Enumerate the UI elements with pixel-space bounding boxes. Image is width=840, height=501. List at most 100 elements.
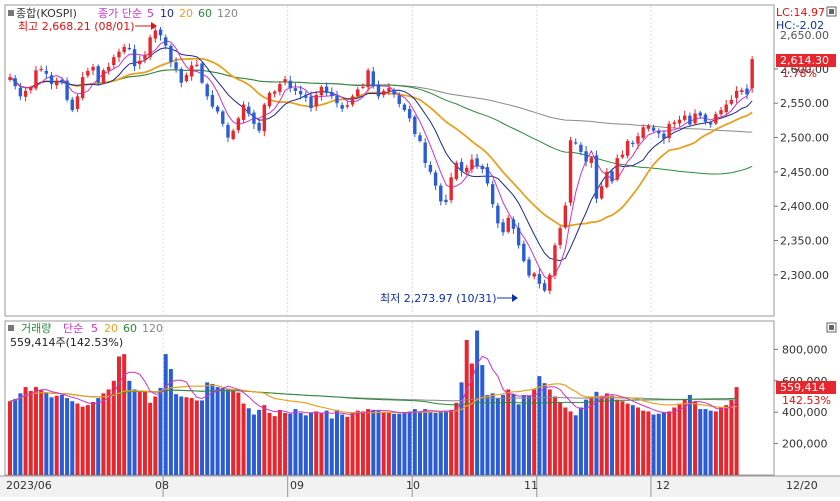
x-axis-label: 12/20 (786, 479, 818, 492)
volume-bar (527, 395, 531, 475)
volume-bar (39, 390, 44, 475)
volume-bar (18, 393, 23, 475)
ma20-legend: 20 (179, 7, 193, 20)
volume-bar (490, 393, 495, 475)
candle-body (34, 70, 38, 89)
candle-body (153, 30, 158, 39)
volume-bar (423, 409, 428, 475)
volume-bar (314, 411, 319, 475)
candle-body (257, 122, 261, 131)
volume-bar (459, 382, 464, 475)
candle-body (418, 135, 422, 141)
volume-bar (8, 401, 12, 475)
volume-bar (309, 412, 314, 475)
volume-bar (594, 391, 599, 475)
volume-bar (148, 402, 153, 475)
candle-body (304, 94, 308, 98)
price-legend-square-icon[interactable] (8, 10, 14, 16)
volume-bar (49, 397, 54, 475)
candle-body (174, 62, 178, 69)
high-annotation: 최고 2,668.21 (08/01) (18, 20, 135, 33)
candle-body (132, 49, 137, 67)
volume-bar (625, 403, 630, 475)
volume-bar (225, 389, 230, 475)
candle-body (252, 112, 256, 124)
candle-body (724, 104, 728, 113)
volume-bar (96, 398, 101, 475)
volume-bar (91, 401, 96, 475)
low-annotation: 최저 2,273.97 (10/31) (380, 292, 497, 305)
candle-body (80, 77, 85, 99)
candle-body (667, 123, 671, 139)
ma120-legend: 120 (217, 7, 238, 20)
candle-body (361, 86, 365, 88)
candle-body (516, 227, 521, 246)
candle-body (319, 86, 324, 96)
volume-bar (397, 413, 402, 475)
candle-body (55, 80, 59, 86)
volume-legend-square-icon[interactable] (8, 325, 14, 331)
volume-bar (558, 402, 563, 475)
moving-average-layer (9, 40, 753, 281)
volume-tick-label: 800,000 (782, 343, 828, 356)
candle-body (335, 95, 339, 104)
hc-label: HC:-2.02 (776, 19, 824, 32)
volume-bar (142, 391, 147, 475)
volume-bar (241, 403, 246, 475)
volume-bar (469, 363, 474, 475)
candle-body (548, 274, 552, 291)
candle-body (397, 95, 401, 104)
volume-bar (412, 409, 417, 475)
volume-title: 거래량 (21, 322, 51, 335)
volume-bar (371, 409, 376, 475)
candle-body (594, 155, 599, 199)
volume-ma5-line (9, 355, 737, 416)
candle-body (719, 110, 723, 115)
volume-bar (194, 400, 199, 475)
volume-bar (438, 411, 443, 475)
volume-bar (449, 409, 454, 475)
volume-bar (101, 393, 106, 475)
candle-body (324, 86, 329, 93)
candle-body (293, 88, 298, 91)
candle-body (465, 167, 469, 173)
candle-body (568, 140, 573, 203)
volume-bar (573, 415, 578, 475)
candle-body (599, 186, 604, 199)
volume-bar (641, 410, 646, 475)
candle-body (101, 70, 106, 83)
volume-bar (376, 410, 381, 475)
candle-body (44, 70, 49, 74)
candle-body (298, 91, 303, 95)
volume-bar (464, 339, 469, 475)
volume-bar (635, 407, 640, 475)
volume-ma-layer (9, 355, 737, 416)
candle-body (610, 171, 614, 182)
price-panel-control-inner-icon (829, 9, 834, 14)
candle-body (283, 79, 287, 83)
candle-body (532, 273, 536, 277)
volume-bar (355, 410, 360, 475)
x-axis-label: 09 (290, 479, 304, 492)
candle-body (542, 283, 547, 291)
candle-body (677, 119, 682, 124)
x-axis-label: 08 (155, 479, 169, 492)
candle-body (651, 127, 656, 131)
volume-bar (418, 412, 423, 475)
volume-bar (537, 376, 542, 475)
candle-body (657, 131, 661, 134)
candle-body (112, 57, 116, 65)
candle-body (563, 205, 568, 228)
candle-body (350, 96, 355, 105)
x-axis-strip (0, 476, 840, 497)
candle-body (241, 104, 246, 120)
volume-bar (392, 413, 397, 475)
volume-bar (719, 407, 724, 475)
volume-bar (153, 396, 158, 475)
candle-body (605, 171, 609, 188)
candle-body (356, 89, 360, 97)
candle-body (309, 96, 313, 109)
candle-body (506, 217, 510, 232)
candle-body (127, 48, 132, 50)
candle-body (381, 90, 386, 96)
